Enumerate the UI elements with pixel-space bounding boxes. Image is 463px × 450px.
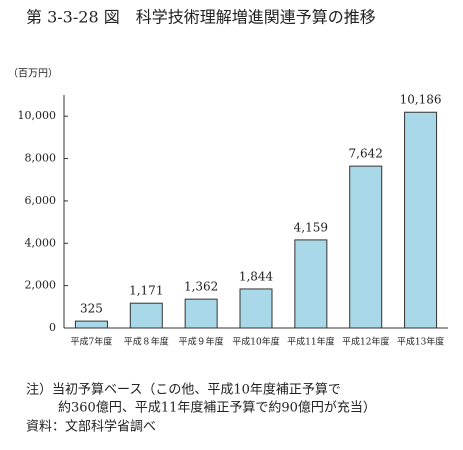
y-tick-label: 6,000 <box>25 194 57 207</box>
bar <box>129 302 163 329</box>
y-tick-label: 10,000 <box>18 109 57 122</box>
value-label: 7,642 <box>349 147 383 161</box>
bar <box>184 298 218 329</box>
y-tick-label: 0 <box>49 321 56 334</box>
value-label: 4,159 <box>294 220 328 234</box>
x-tick-label: 平成８年度 <box>124 336 169 348</box>
y-axis-unit: （百万円） <box>8 68 58 80</box>
x-tick-label: 平成7年度 <box>71 336 113 348</box>
x-tick-label: 平成10年度 <box>232 336 279 348</box>
x-tick-label: 平成13年度 <box>397 336 444 348</box>
note: 注）当初予算ベース（この他、平成10年度補正予算で <box>26 382 341 398</box>
value-label: 1,171 <box>129 284 163 298</box>
y-tick-label: 2,000 <box>25 279 57 292</box>
y-tick-label: 4,000 <box>25 236 57 249</box>
note: 約360億円、平成11年度補正予算で約90億円が充当） <box>58 400 376 416</box>
value-label: 1,844 <box>239 269 274 283</box>
value-label: 10,186 <box>400 93 442 107</box>
chart-title: 第 3-3-28 図 科学技術理解増進関連予算の推移 <box>26 8 376 27</box>
x-tick-label: 平成12年度 <box>342 336 389 348</box>
bar <box>294 239 328 329</box>
y-tick-label: 8,000 <box>25 152 57 165</box>
value-label: 1,362 <box>184 280 218 294</box>
bar <box>239 288 273 329</box>
bar <box>404 111 438 329</box>
bar <box>349 165 383 329</box>
x-tick-label: 平成11年度 <box>287 336 334 348</box>
value-label: 325 <box>80 302 103 316</box>
x-tick-label: 平成９年度 <box>179 336 224 348</box>
source: 資料：文部科学省調べ <box>26 419 156 435</box>
bar <box>74 320 108 329</box>
